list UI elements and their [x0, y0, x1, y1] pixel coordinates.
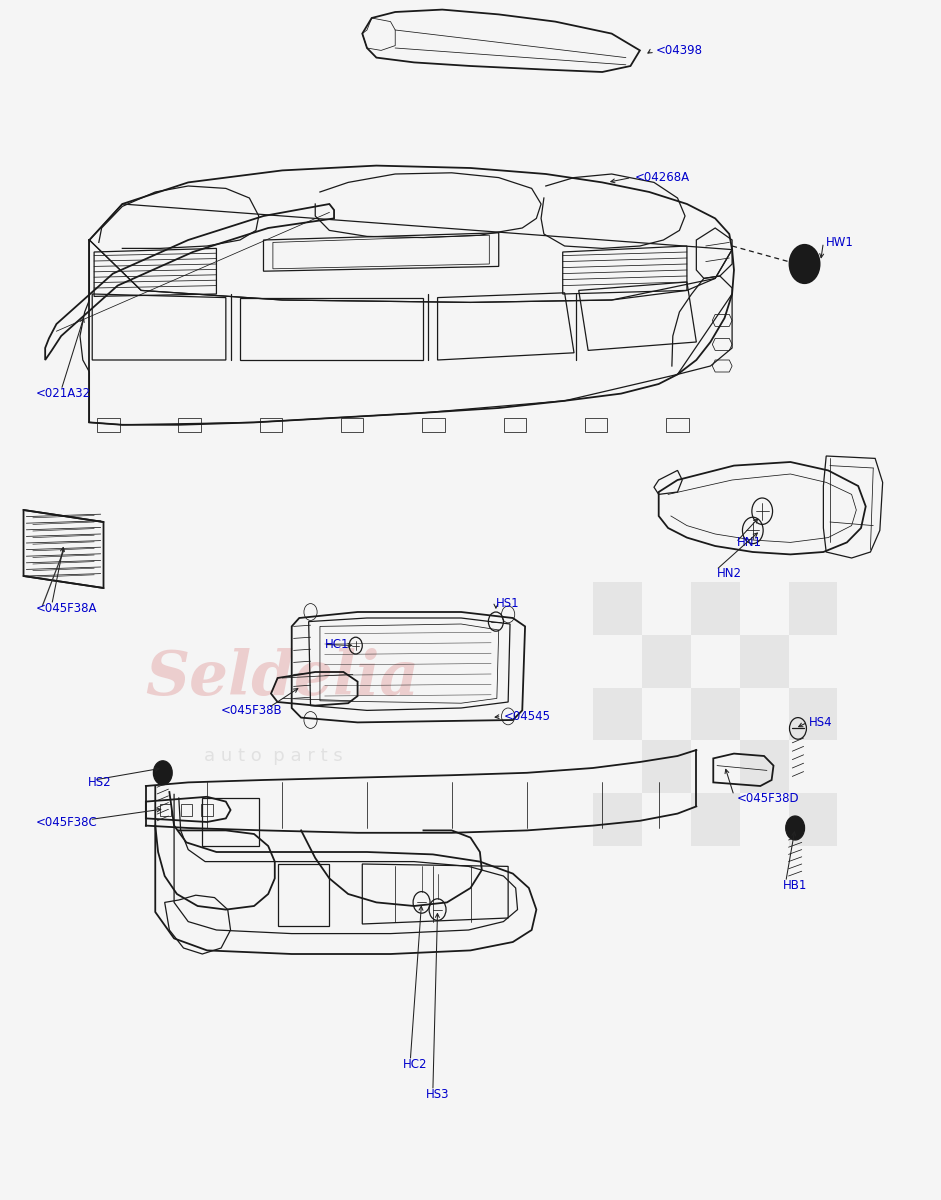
Text: HC2: HC2	[403, 1058, 427, 1070]
Text: <04545: <04545	[503, 710, 550, 722]
Bar	[691, 793, 740, 846]
Bar	[593, 582, 642, 635]
Bar	[593, 793, 642, 846]
Bar	[740, 740, 789, 793]
Bar	[691, 582, 740, 635]
Text: HS3: HS3	[426, 1088, 450, 1100]
Circle shape	[153, 761, 172, 785]
Text: <021A32: <021A32	[36, 388, 91, 400]
Text: HB1: HB1	[783, 880, 807, 892]
Text: HN1: HN1	[737, 536, 762, 548]
Bar	[789, 793, 837, 846]
Bar	[593, 688, 642, 740]
Circle shape	[786, 816, 805, 840]
Text: HN2: HN2	[717, 568, 742, 580]
Text: <04268A: <04268A	[635, 172, 691, 184]
Text: <045F38C: <045F38C	[36, 816, 98, 828]
Text: HW1: HW1	[826, 236, 854, 248]
Text: <045F38A: <045F38A	[36, 602, 97, 614]
Bar	[642, 635, 691, 688]
Text: HS4: HS4	[809, 716, 833, 728]
Text: <045F38D: <045F38D	[737, 792, 800, 804]
Bar	[691, 688, 740, 740]
Text: HC1: HC1	[325, 638, 349, 650]
Bar	[740, 635, 789, 688]
Text: <045F38B: <045F38B	[221, 704, 282, 716]
Circle shape	[789, 245, 820, 283]
Bar	[642, 740, 691, 793]
Text: HS1: HS1	[496, 598, 519, 610]
Text: <04398: <04398	[656, 44, 703, 56]
Bar	[789, 582, 837, 635]
Text: HS2: HS2	[88, 776, 111, 788]
Text: Seldelia: Seldelia	[145, 648, 420, 708]
Text: a u t o  p a r t s: a u t o p a r t s	[203, 746, 343, 766]
Bar	[789, 688, 837, 740]
